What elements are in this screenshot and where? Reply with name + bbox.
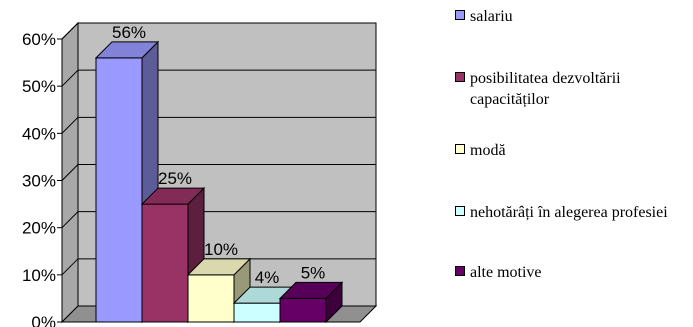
bar-top <box>94 41 160 59</box>
bar-front <box>141 203 189 323</box>
bar-front <box>233 302 281 323</box>
bar-front <box>95 57 143 323</box>
y-tick-label: 0% <box>31 313 56 327</box>
y-tick-label: 50% <box>22 77 56 96</box>
legend-label: alte motive <box>470 264 542 281</box>
legend-item-moda: modă <box>455 140 691 161</box>
data-label: 4% <box>255 268 280 287</box>
gridline <box>61 164 376 181</box>
gridline <box>61 22 376 40</box>
gridline <box>61 116 376 134</box>
y-tick-label: 20% <box>22 219 56 238</box>
gridline <box>61 211 376 229</box>
y-tick-label: 40% <box>22 124 56 143</box>
y-tick-label: 30% <box>22 172 56 191</box>
data-label: 10% <box>204 240 238 259</box>
bar-front <box>279 297 327 323</box>
legend-swatch <box>455 72 465 82</box>
bar-front <box>187 274 235 323</box>
bars <box>94 40 344 324</box>
legend-item-alte-motive: alte motive <box>455 262 691 283</box>
legend-label: posibilitatea dezvoltării capacităților <box>470 70 621 108</box>
legend-label: nehotărâți în alegerea profesiei <box>470 204 668 221</box>
data-label: 56% <box>112 23 146 42</box>
legend-swatch <box>455 10 465 20</box>
bar-top <box>140 187 206 205</box>
legend-swatch <box>455 206 465 216</box>
gridlines <box>61 22 376 276</box>
data-label: 25% <box>158 169 192 188</box>
bar-chart: 0% 10% 20% 30% 40% 50% 60% 56% 25% 10% 4% 5% <box>22 21 378 327</box>
legend-label: modă <box>470 142 506 159</box>
bar-top <box>186 258 252 276</box>
bar-top <box>278 281 344 299</box>
legend-item-nehotarati: nehotărâți în alegerea profesiei <box>455 202 691 223</box>
data-labels: 56% 25% 10% 4% 5% <box>112 23 325 287</box>
data-label: 5% <box>301 263 326 282</box>
bar <box>278 281 344 324</box>
y-tick-label: 10% <box>22 266 56 285</box>
gridline <box>61 258 376 276</box>
legend-label: salariu <box>470 8 513 25</box>
legend-item-capacitati: posibilitatea dezvoltării capacităților <box>455 68 691 110</box>
legend-swatch <box>455 144 465 154</box>
bar <box>94 40 160 324</box>
legend-swatch <box>455 266 465 276</box>
gridline <box>61 69 376 87</box>
legend-item-salariu: salariu <box>455 6 691 27</box>
bar <box>140 186 206 324</box>
y-tick-label: 60% <box>22 30 56 49</box>
